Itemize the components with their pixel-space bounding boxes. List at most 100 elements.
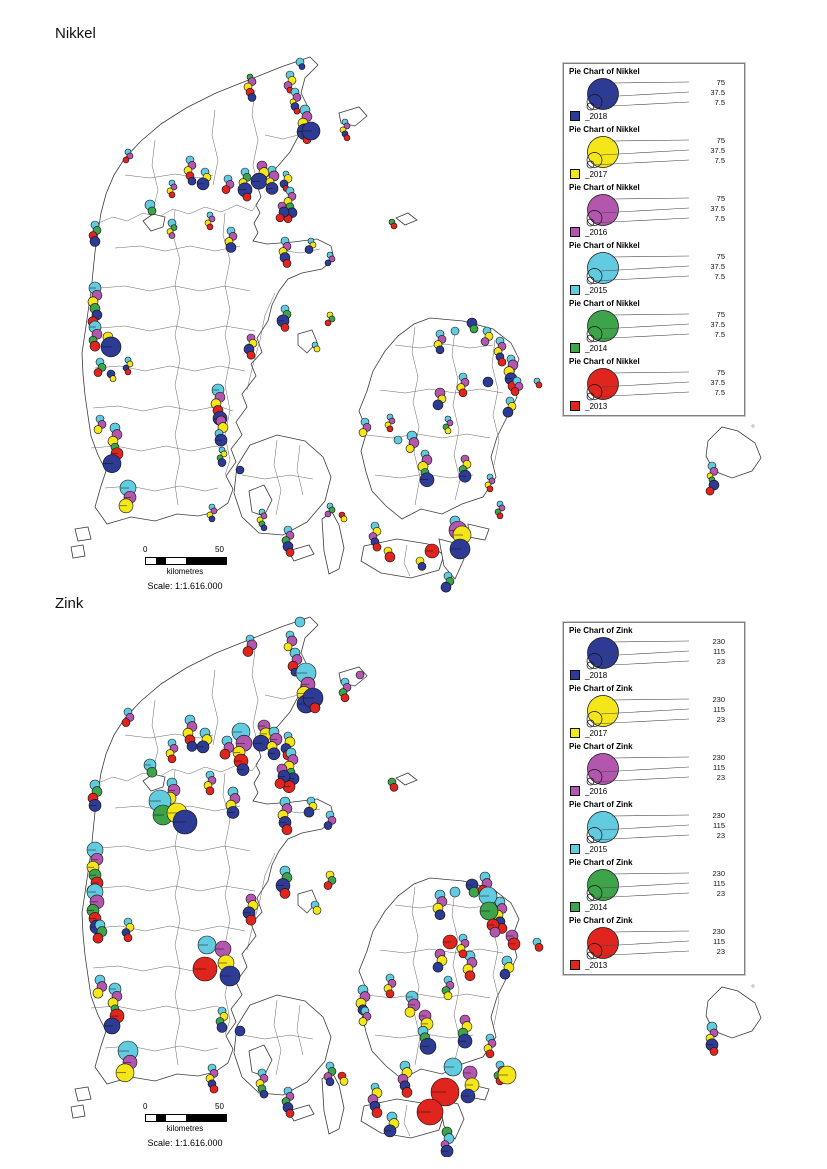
station-pie-cluster [484,473,496,493]
pie-symbol-_2013 [496,512,504,520]
legend-size-label: 115 [713,937,725,946]
pie-symbol-_2016 [170,183,178,191]
station-pie-cluster [102,422,124,473]
legend-size-label: 230 [712,637,725,646]
station-pie-cluster [250,160,270,190]
station-pie-cluster [449,538,471,560]
pie-symbol-_2018 [234,1025,246,1037]
legend-year-row: _2016 [570,227,744,237]
station-pie-cluster [121,707,135,727]
station-pie-cluster [183,155,197,186]
station-pie-cluster [510,376,524,396]
station-pie-cluster [115,1040,139,1083]
pie-symbol-_2017 [358,1017,368,1026]
station-pie-cluster [432,889,448,921]
pie-symbol-_2017 [339,1076,349,1086]
legend-size-label: 7.5 [715,98,725,107]
als-island [248,484,273,517]
station-pie-cluster [166,179,178,199]
station-pie-cluster [456,372,470,398]
pie-symbol-_2018 [298,63,306,70]
langeland-island [321,511,345,575]
pie-symbol-_2013 [485,1049,495,1059]
station-pie-cluster [277,796,293,836]
station-pie-cluster [281,1086,295,1118]
pie-symbol-_2016 [388,417,396,425]
station-pie-cluster [493,336,507,367]
station-pie-cluster [256,508,268,532]
station-pie-cluster [237,167,253,202]
pie-symbol-_2013 [275,213,285,223]
pie-symbol-_2016 [498,504,506,512]
pie-symbol-_2014 [468,886,480,898]
station-pie-cluster [449,886,461,898]
zealand-coastline [358,877,520,1080]
station-pie-cluster [404,990,421,1018]
legend-size-label: 37.5 [710,88,725,97]
station-pie-cluster [417,1009,437,1055]
year-label: _2014 [585,343,608,353]
pie-symbol-_2018 [434,909,446,921]
station-pie-cluster [265,165,280,195]
station-pie-cluster [166,218,178,239]
legend-size-label: 115 [713,647,725,656]
pie-symbol-_2017 [220,450,228,458]
station-pie-cluster [440,571,455,593]
station-pie-cluster [441,975,455,1001]
pie-symbol-_2013 [340,693,350,703]
pie-symbol-_2018 [208,515,216,523]
year-swatch [570,728,580,738]
pie-symbol-_2013 [309,702,321,714]
samsoe-island [297,329,318,354]
station-pie-cluster [456,933,470,959]
station-pie-cluster [483,1033,497,1059]
pie-symbol-_2013 [274,778,286,789]
year-swatch [570,902,580,912]
year-label: _2013 [585,401,608,411]
pie-symbol-_2013 [293,107,301,115]
station-pie-cluster [235,465,245,475]
legend-entry-_2016: Pie Chart of Zink 230 115 23 _2016 [567,742,744,798]
christiansoe-islet [751,984,755,988]
pie-symbol-_2018 [235,465,245,475]
pie-symbol-_2014 [328,315,336,323]
scalebar-bar [145,1114,227,1122]
station-pie-cluster [86,883,105,935]
legend-entry-title: Pie Chart of Zink [569,858,633,867]
station-pie-cluster [252,719,273,752]
station-pie-cluster [462,1065,478,1081]
station-pie-cluster [462,950,478,982]
station-pie-cluster [478,886,498,906]
station-pie-cluster [295,57,306,70]
pie-symbol-_2017 [313,345,321,353]
pie-symbol-_2013 [401,1087,413,1098]
pie-symbol-_2013 [390,222,398,230]
station-pie-cluster [122,148,134,164]
pie-symbol-_2017 [109,375,117,382]
legend-year-row: _2016 [570,786,744,796]
station-pie-cluster [466,317,479,334]
wadden-island-2 [70,1104,86,1119]
pie-symbol-_2013 [124,368,132,376]
station-pie-cluster [705,461,720,496]
legend-entry-_2014: Pie Chart of Zink 230 115 23 _2014 [567,858,744,914]
year-label: _2015 [585,285,608,295]
nikkel-map-block: Nikkel [55,25,762,593]
station-pie-cluster [383,546,396,563]
scalebar-ratio-text: Scale: 1:1.616.000 [147,581,223,591]
pie-symbol-_2018 [440,581,452,593]
station-pie-cluster [430,1077,460,1107]
falster-island [438,1098,465,1140]
pie-symbol-_2013 [323,881,333,890]
pie-symbol-_2014 [328,506,336,514]
pie-symbol-_2018 [216,1022,228,1033]
pie-symbol-_2018 [225,242,237,253]
station-pie-cluster [324,502,336,518]
pie-symbol-_2013 [242,646,254,657]
pie-symbol-_2013 [206,223,214,231]
